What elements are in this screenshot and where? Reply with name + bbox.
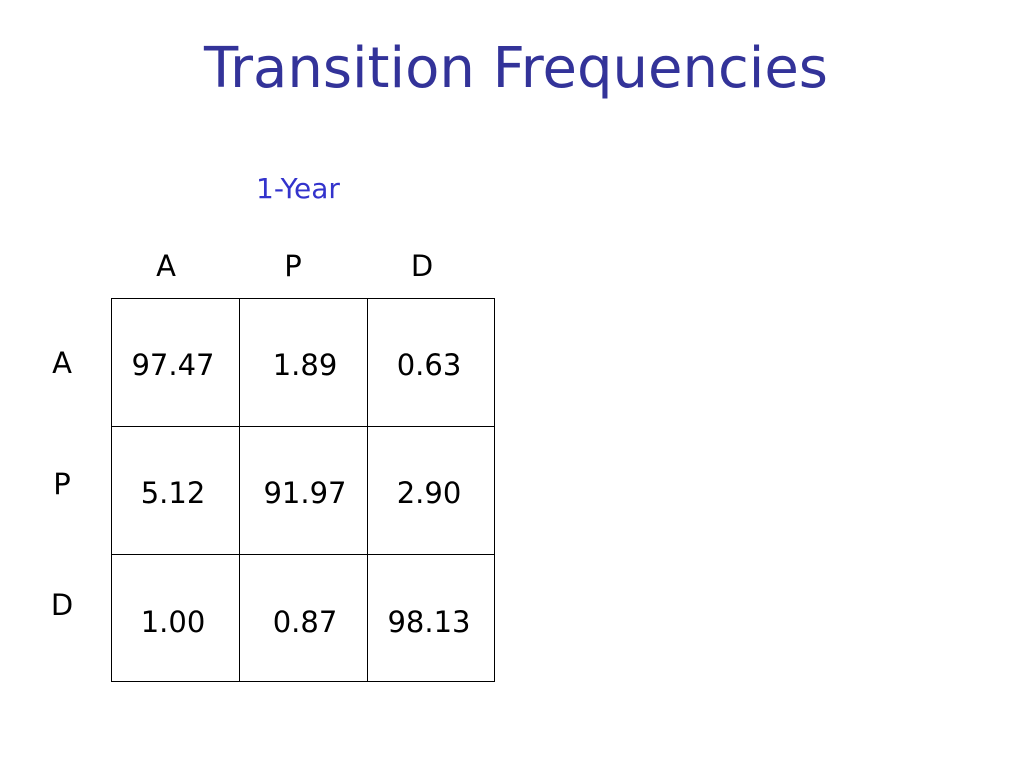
table-cell: 0.63 [397,348,462,382]
slide-title: Transition Frequencies [203,36,828,101]
column-header: D [411,249,433,283]
table-cell: 98.13 [387,605,470,639]
table-cell: 5.12 [141,476,206,510]
row-label: P [53,467,71,501]
row-label: D [51,588,73,622]
column-header: P [284,249,302,283]
table-cell: 91.97 [263,476,346,510]
table-border [111,298,495,682]
table-cell: 97.47 [131,348,214,382]
table-cell: 2.90 [397,476,462,510]
table-grid [111,298,495,682]
table-cell: 1.89 [273,348,338,382]
table-cell: 1.00 [141,605,206,639]
row-label: A [52,346,72,380]
subtitle: 1-Year [256,172,340,205]
column-header: A [156,249,176,283]
table-cell: 0.87 [273,605,338,639]
